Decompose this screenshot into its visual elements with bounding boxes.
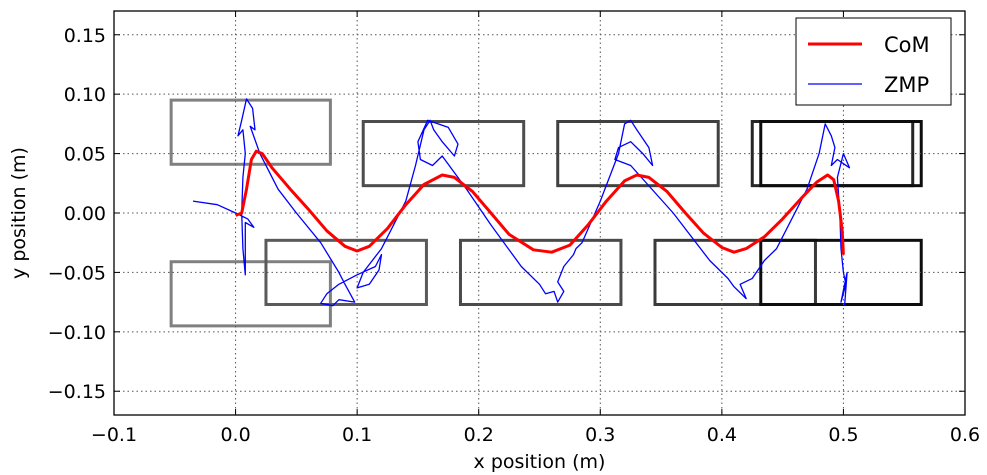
footprint-1 <box>169 260 332 328</box>
x-tick-label: −0.1 <box>91 424 137 446</box>
footprint-2 <box>264 238 428 306</box>
y-tick-label: 0.00 <box>64 203 106 225</box>
x-tick-label: 0.4 <box>707 424 737 446</box>
x-tick-label: 0.6 <box>950 424 980 446</box>
y-tick-label: −0.15 <box>48 381 106 403</box>
series-layer <box>192 98 851 307</box>
x-tick-label: 0.5 <box>828 424 858 446</box>
y-tick-label: −0.05 <box>48 262 106 284</box>
footprint-4 <box>458 238 623 306</box>
legend: CoM ZMP <box>795 17 952 106</box>
x-tick-label: 0.0 <box>220 424 250 446</box>
series-zmp-line <box>192 98 851 307</box>
series-com-line <box>235 149 845 255</box>
y-tick-label: 0.05 <box>64 144 106 166</box>
y-tick-label: −0.10 <box>48 322 106 344</box>
legend-label-com: CoM <box>884 33 930 57</box>
x-axis-label: x position (m) <box>474 451 606 473</box>
footprint-9 <box>759 120 923 188</box>
footprint-0 <box>169 98 332 166</box>
ticks-layer: −0.1 0.0 0.1 0.2 0.3 0.4 0.5 0.6 0.15 0.10 0.05 0.0… <box>48 11 980 446</box>
x-tick-label: 0.1 <box>342 424 372 446</box>
legend-label-zmp: ZMP <box>884 73 929 97</box>
x-tick-label: 0.2 <box>464 424 494 446</box>
y-axis-label: y position (m) <box>8 147 30 279</box>
y-tick-label: 0.10 <box>64 84 106 106</box>
x-tick-label: 0.3 <box>585 424 615 446</box>
y-tick-label: 0.15 <box>64 25 106 47</box>
legend-box <box>795 17 952 106</box>
